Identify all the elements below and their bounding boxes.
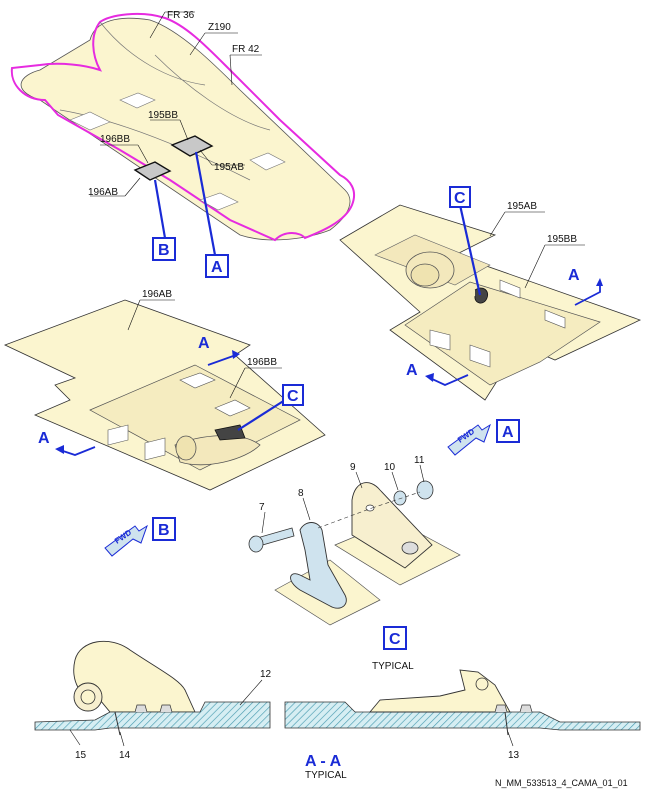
view-a-letter: A bbox=[502, 424, 514, 441]
view-b-letter: B bbox=[158, 522, 170, 539]
item-number-12: 12 bbox=[260, 669, 272, 680]
item-number-8: 8 bbox=[298, 488, 304, 499]
item-number-15: 15 bbox=[75, 750, 87, 761]
view-a-label-195ab: 195AB bbox=[507, 201, 537, 212]
detail-c-exploded: 7 8 9 10 11 C TYPICAL bbox=[248, 455, 461, 672]
frame-label-z190: Z190 bbox=[208, 22, 231, 33]
detail-c-subtitle: TYPICAL bbox=[372, 661, 414, 672]
item-number-14: 14 bbox=[119, 750, 131, 761]
view-a-section-mark-right: A bbox=[568, 267, 580, 284]
figure-reference: N_MM_533513_4_CAMA_01_01 bbox=[495, 778, 628, 788]
item-number-10: 10 bbox=[384, 462, 396, 473]
detail-c-title: C bbox=[389, 631, 401, 648]
section-aa: 12 15 14 13 A - A TYPICAL bbox=[34, 640, 641, 781]
panel-label-196ab: 196AB bbox=[88, 187, 118, 198]
view-a-callout: A bbox=[211, 259, 223, 276]
view-b-panel: C 196AB 196BB A A FWD B bbox=[3, 289, 326, 557]
panel-label-195ab: 195AB bbox=[214, 162, 244, 173]
section-aa-title: A - A bbox=[305, 753, 342, 770]
view-b-detail-c-box bbox=[282, 384, 304, 406]
view-b-section-mark-top: A bbox=[198, 335, 210, 352]
view-b-section-mark-left: A bbox=[38, 430, 50, 447]
panel-label-196bb: 196BB bbox=[100, 134, 130, 145]
view-a-detail-c-box bbox=[449, 186, 471, 208]
view-a-callout-box bbox=[205, 254, 229, 278]
view-a-panel: C 195AB 195BB A A FWD A bbox=[339, 186, 642, 456]
panel-label-195bb: 195BB bbox=[148, 110, 178, 121]
section-aa-subtitle: TYPICAL bbox=[305, 770, 347, 781]
view-a-detail-c: C bbox=[454, 190, 466, 207]
item-number-11: 11 bbox=[414, 455, 425, 466]
frame-label-fr36: FR 36 bbox=[167, 10, 195, 21]
view-a-letter-box bbox=[496, 419, 520, 443]
view-b-callout: B bbox=[158, 242, 170, 259]
detail-c-title-box bbox=[383, 626, 407, 650]
item-number-7: 7 bbox=[259, 502, 265, 513]
item-number-9: 9 bbox=[350, 462, 356, 473]
view-b-callout-box bbox=[152, 237, 176, 261]
view-b-letter-box bbox=[152, 517, 176, 541]
fuselage-overview: FR 36 Z190 FR 42 195BB 196BB 195AB 196AB… bbox=[10, 10, 356, 278]
view-b-detail-c: C bbox=[287, 388, 299, 405]
frame-label-fr42: FR 42 bbox=[232, 44, 260, 55]
view-b-label-196ab: 196AB bbox=[142, 289, 172, 300]
view-a-label-195bb: 195BB bbox=[547, 234, 577, 245]
item-number-13: 13 bbox=[508, 750, 520, 761]
view-b-label-196bb: 196BB bbox=[247, 357, 277, 368]
view-a-section-mark-left: A bbox=[406, 362, 418, 379]
